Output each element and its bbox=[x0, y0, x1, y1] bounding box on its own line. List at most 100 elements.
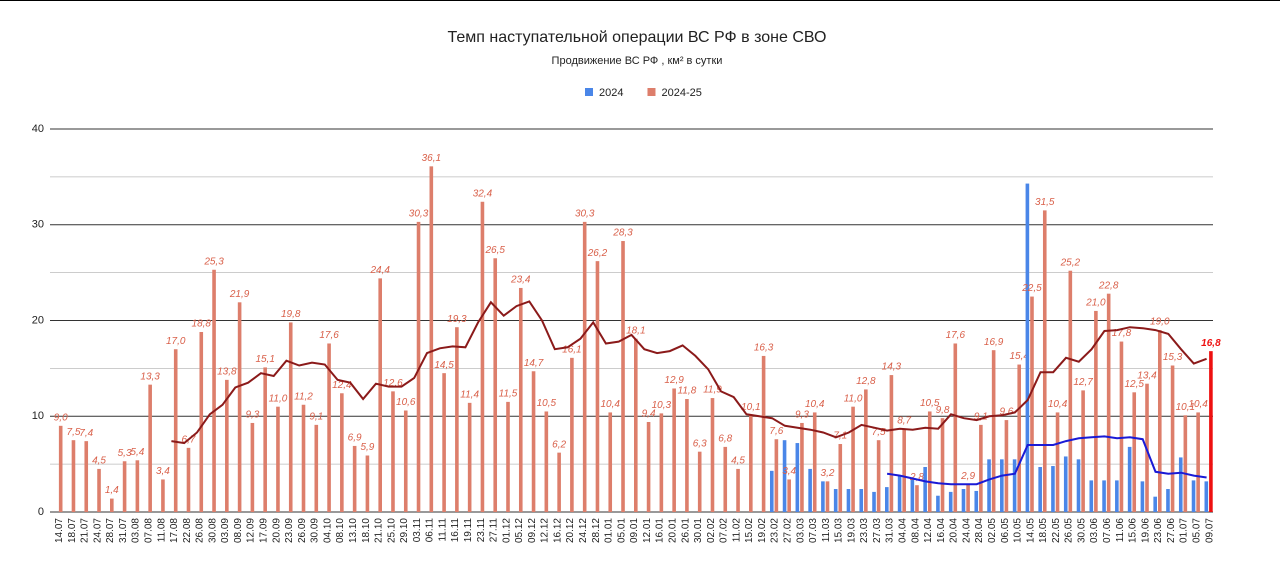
y-tick-label: 40 bbox=[32, 123, 44, 135]
value-label: 11,5 bbox=[499, 389, 518, 400]
x-tick-label: 26.05 bbox=[1064, 518, 1075, 543]
bar bbox=[1068, 270, 1073, 512]
bar bbox=[1081, 390, 1085, 512]
value-label: 6,2 bbox=[552, 439, 566, 450]
value-label: 11,2 bbox=[294, 391, 313, 402]
bar bbox=[987, 459, 991, 512]
bar bbox=[1166, 489, 1170, 512]
x-tick-label: 28.07 bbox=[105, 518, 116, 543]
bar bbox=[467, 402, 472, 512]
bar bbox=[58, 425, 63, 512]
value-label: 9,0 bbox=[54, 412, 68, 423]
bar bbox=[872, 491, 876, 512]
x-tick-label: 15.06 bbox=[1128, 518, 1139, 543]
value-label: 28,3 bbox=[612, 228, 633, 239]
value-label: 26,5 bbox=[484, 245, 505, 256]
x-tick-label: 23.11 bbox=[476, 518, 487, 543]
bar bbox=[800, 422, 804, 512]
value-label: 12,9 bbox=[664, 375, 684, 386]
value-label: 11,9 bbox=[703, 385, 722, 396]
bar bbox=[161, 479, 165, 512]
x-tick-label: 05.01 bbox=[616, 518, 627, 543]
x-tick-label: 19.02 bbox=[757, 518, 768, 543]
value-label: 22,8 bbox=[1098, 280, 1119, 291]
x-tick-label: 14.07 bbox=[54, 518, 65, 543]
bar bbox=[1051, 466, 1055, 512]
x-tick-label: 06.11 bbox=[425, 518, 436, 543]
value-label: 24,4 bbox=[369, 265, 390, 276]
value-label: 10,4 bbox=[601, 399, 621, 410]
value-label: 11,0 bbox=[844, 393, 863, 404]
bar bbox=[1191, 480, 1196, 512]
x-tick-label: 20.09 bbox=[271, 518, 282, 543]
legend-swatch bbox=[647, 88, 656, 96]
x-tick-label: 07.03 bbox=[808, 518, 819, 543]
value-label: 12,7 bbox=[1073, 377, 1093, 388]
bar bbox=[1106, 293, 1111, 512]
bar bbox=[148, 384, 152, 512]
x-tick-label: 09.01 bbox=[629, 518, 640, 543]
x-tick-label: 22.08 bbox=[182, 518, 193, 543]
x-tick-label: 05.07 bbox=[1191, 518, 1202, 543]
bar bbox=[833, 489, 838, 512]
value-label: 9,3 bbox=[245, 410, 259, 421]
legend-label: 2024-25 bbox=[661, 87, 701, 99]
x-tick-label: 15.02 bbox=[744, 518, 755, 543]
bar bbox=[225, 379, 229, 512]
value-label: 26,2 bbox=[587, 248, 608, 259]
bar bbox=[199, 331, 204, 512]
x-tick-label: 18.10 bbox=[361, 518, 372, 543]
x-tick-label: 17.09 bbox=[259, 518, 270, 543]
bar bbox=[186, 447, 191, 512]
value-label: 22,5 bbox=[1021, 283, 1042, 294]
value-label: 11,0 bbox=[269, 393, 288, 404]
value-label: 10,4 bbox=[805, 399, 825, 410]
bar bbox=[493, 258, 498, 512]
x-tick-label: 20.01 bbox=[667, 518, 678, 543]
bar bbox=[570, 357, 574, 512]
value-label: 1,4 bbox=[105, 485, 119, 496]
x-tick-label: 31.03 bbox=[885, 518, 896, 543]
x-tick-label: 09.12 bbox=[527, 518, 538, 543]
bar bbox=[974, 490, 979, 512]
value-label: 9,1 bbox=[974, 412, 988, 423]
value-label: 3,4 bbox=[782, 466, 796, 477]
bar bbox=[710, 398, 715, 512]
y-tick-label: 10 bbox=[32, 410, 44, 422]
x-tick-label: 27.03 bbox=[872, 518, 883, 543]
bar bbox=[821, 481, 825, 512]
bar bbox=[352, 445, 357, 512]
bar bbox=[761, 355, 766, 512]
x-tick-label: 30.08 bbox=[207, 518, 218, 543]
x-tick-label: 21.10 bbox=[374, 518, 385, 543]
x-tick-label: 20.04 bbox=[949, 518, 960, 543]
bar bbox=[378, 278, 382, 512]
x-tick-label: 26.01 bbox=[680, 518, 691, 543]
bar bbox=[1030, 296, 1034, 512]
x-tick-label: 15.03 bbox=[834, 518, 845, 543]
bar bbox=[646, 421, 651, 512]
value-label: 10,5 bbox=[537, 398, 557, 409]
bar bbox=[923, 466, 927, 512]
chart-subtitle: Продвижение ВС РФ , км² в сутки bbox=[552, 55, 723, 67]
bar bbox=[110, 498, 114, 512]
bar bbox=[736, 468, 740, 512]
bar bbox=[506, 401, 510, 512]
bar bbox=[1102, 480, 1106, 512]
value-label: 14,3 bbox=[882, 362, 902, 373]
value-label: 12,8 bbox=[856, 376, 876, 387]
bar bbox=[340, 393, 344, 512]
bar bbox=[697, 451, 702, 512]
x-tick-label: 07.06 bbox=[1102, 518, 1113, 543]
value-label: 6,8 bbox=[718, 434, 732, 445]
value-label: 17,6 bbox=[946, 330, 966, 341]
x-tick-label: 23.06 bbox=[1153, 518, 1164, 543]
value-label: 14,7 bbox=[524, 358, 544, 369]
bar bbox=[1055, 412, 1060, 512]
x-tick-label: 03.08 bbox=[131, 518, 142, 543]
bar bbox=[902, 428, 906, 512]
bar bbox=[991, 350, 996, 512]
trend-line bbox=[171, 300, 1207, 445]
